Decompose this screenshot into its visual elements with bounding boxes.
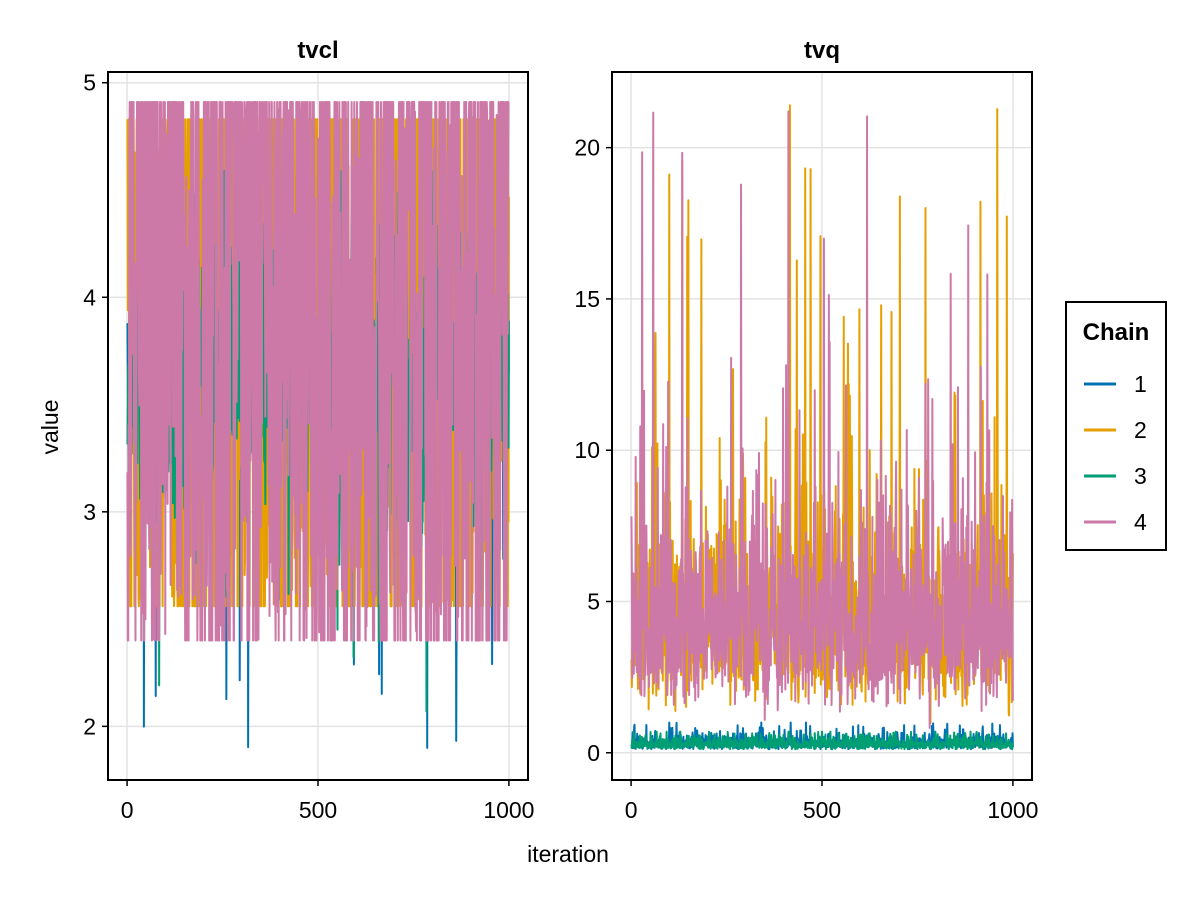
x-tick-label: 500: [299, 797, 337, 823]
x-tick-label: 500: [803, 797, 841, 823]
x-tick-label: 1000: [987, 797, 1038, 823]
y-tick-label: 10: [574, 437, 600, 463]
legend-label-chain-1: 1: [1134, 371, 1147, 397]
y-tick-label: 0: [587, 740, 600, 766]
legend-label-chain-4: 4: [1134, 509, 1147, 535]
y-axis-title: value: [37, 400, 63, 455]
panel-tvcl: tvcl 0 500 1000 2 3 4 5: [83, 37, 534, 823]
series-lines-tvq: [630, 104, 1014, 751]
y-tick-label: 4: [83, 284, 96, 310]
panel-tvq: tvq 0 500 1000 0 5 10 15 20: [574, 37, 1038, 823]
panel-title-tvcl: tvcl: [297, 37, 338, 64]
legend-box: [1065, 301, 1167, 551]
ticks-tvcl: 0 500 1000 2 3 4 5: [83, 70, 534, 823]
x-tick-label: 0: [625, 797, 638, 823]
ticks-tvq: 0 500 1000 0 5 10 15 20: [574, 135, 1038, 823]
x-axis-title: iteration: [527, 841, 609, 867]
y-tick-label: 5: [587, 588, 600, 614]
legend-label-chain-2: 2: [1134, 417, 1147, 443]
legend-entries: 1 2 3 4: [1084, 371, 1147, 535]
series-line-chain-4: [126, 101, 510, 642]
series-line-chain-4: [630, 110, 1014, 729]
legend-title: Chain: [1083, 319, 1150, 346]
y-tick-label: 20: [574, 135, 600, 161]
panel-title-tvq: tvq: [804, 37, 840, 64]
y-tick-label: 5: [83, 70, 96, 96]
series-line-chain-3: [630, 730, 1014, 751]
y-tick-label: 15: [574, 286, 600, 312]
y-tick-label: 2: [83, 713, 96, 739]
x-tick-label: 1000: [483, 797, 534, 823]
series-lines-tvcl: [126, 101, 510, 749]
legend: Chain 1 2 3 4: [1065, 301, 1167, 551]
x-tick-label: 0: [121, 797, 134, 823]
y-tick-label: 3: [83, 499, 96, 525]
legend-label-chain-3: 3: [1134, 463, 1147, 489]
